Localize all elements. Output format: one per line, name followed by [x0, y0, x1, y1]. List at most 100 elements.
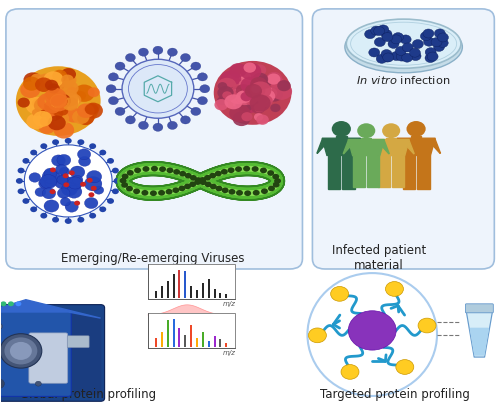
Circle shape	[42, 110, 57, 122]
Circle shape	[35, 188, 46, 196]
Point	[200, 98, 205, 103]
Circle shape	[26, 97, 48, 114]
Circle shape	[226, 74, 243, 88]
Circle shape	[57, 72, 76, 88]
Circle shape	[89, 143, 96, 149]
Point	[78, 217, 84, 222]
Circle shape	[180, 53, 190, 62]
Circle shape	[243, 166, 250, 171]
Circle shape	[88, 192, 94, 197]
Point	[128, 55, 134, 60]
Circle shape	[221, 169, 228, 175]
Polygon shape	[397, 138, 436, 155]
Polygon shape	[322, 138, 360, 155]
Polygon shape	[378, 156, 390, 187]
Circle shape	[126, 53, 136, 62]
Circle shape	[247, 88, 260, 99]
Circle shape	[252, 166, 258, 172]
Circle shape	[134, 167, 141, 173]
Circle shape	[254, 113, 264, 121]
Circle shape	[86, 171, 102, 183]
Circle shape	[180, 116, 190, 124]
Circle shape	[220, 87, 237, 101]
Circle shape	[424, 37, 434, 46]
Text: MS1: MS1	[214, 265, 234, 274]
Circle shape	[236, 90, 252, 103]
Point	[112, 168, 118, 173]
Circle shape	[138, 48, 148, 56]
Point	[86, 149, 92, 154]
Point	[144, 58, 150, 63]
Circle shape	[246, 96, 256, 105]
Circle shape	[396, 46, 406, 55]
Circle shape	[374, 27, 384, 35]
Circle shape	[0, 323, 2, 330]
Point	[193, 109, 199, 114]
Circle shape	[234, 98, 247, 110]
Line: 2 pts: 2 pts	[120, 106, 129, 111]
Polygon shape	[148, 305, 235, 315]
Circle shape	[58, 90, 78, 107]
Circle shape	[266, 72, 282, 85]
Circle shape	[35, 77, 52, 92]
Circle shape	[210, 184, 217, 189]
Circle shape	[24, 72, 42, 88]
Circle shape	[44, 88, 66, 106]
Circle shape	[122, 59, 194, 118]
Circle shape	[108, 97, 118, 105]
Circle shape	[42, 169, 60, 184]
Circle shape	[32, 109, 41, 116]
Point	[65, 219, 71, 224]
Polygon shape	[417, 155, 430, 189]
Circle shape	[242, 83, 263, 101]
Circle shape	[63, 92, 77, 104]
Circle shape	[127, 170, 134, 175]
Circle shape	[308, 328, 326, 343]
Circle shape	[77, 111, 94, 125]
Circle shape	[54, 175, 72, 189]
Circle shape	[32, 99, 44, 108]
Circle shape	[84, 103, 103, 119]
Line: 2 pts: 2 pts	[114, 77, 124, 80]
Point	[108, 199, 114, 203]
Text: Global protein profiling: Global protein profiling	[20, 388, 156, 401]
Point	[105, 170, 111, 175]
Circle shape	[341, 365, 359, 379]
Circle shape	[46, 114, 56, 122]
Circle shape	[91, 186, 96, 191]
Line: 2 pts: 2 pts	[179, 113, 186, 120]
Circle shape	[236, 90, 252, 102]
Polygon shape	[348, 139, 385, 156]
Circle shape	[264, 88, 278, 98]
Circle shape	[236, 96, 255, 112]
Point	[121, 77, 127, 82]
Line: 2 pts: 2 pts	[44, 146, 48, 152]
Line: 2 pts: 2 pts	[108, 190, 116, 191]
Circle shape	[61, 74, 74, 85]
Line: 2 pts: 2 pts	[89, 210, 92, 216]
Circle shape	[172, 187, 180, 193]
Circle shape	[420, 32, 432, 41]
Circle shape	[51, 95, 68, 109]
Circle shape	[121, 182, 128, 188]
Point	[41, 144, 47, 149]
Circle shape	[100, 150, 106, 155]
Circle shape	[200, 85, 210, 93]
Polygon shape	[343, 141, 355, 154]
Circle shape	[52, 98, 62, 106]
Circle shape	[382, 123, 400, 138]
Point	[189, 77, 195, 82]
Text: m/z: m/z	[222, 301, 235, 307]
Circle shape	[256, 115, 269, 125]
Line: 2 pts: 2 pts	[179, 58, 186, 65]
Polygon shape	[0, 300, 100, 318]
Point	[110, 98, 116, 103]
Circle shape	[52, 101, 68, 113]
Circle shape	[68, 94, 82, 106]
Circle shape	[8, 301, 14, 306]
Circle shape	[244, 89, 258, 100]
Circle shape	[50, 167, 56, 172]
Circle shape	[431, 37, 442, 46]
Circle shape	[191, 107, 201, 115]
Circle shape	[42, 188, 56, 199]
